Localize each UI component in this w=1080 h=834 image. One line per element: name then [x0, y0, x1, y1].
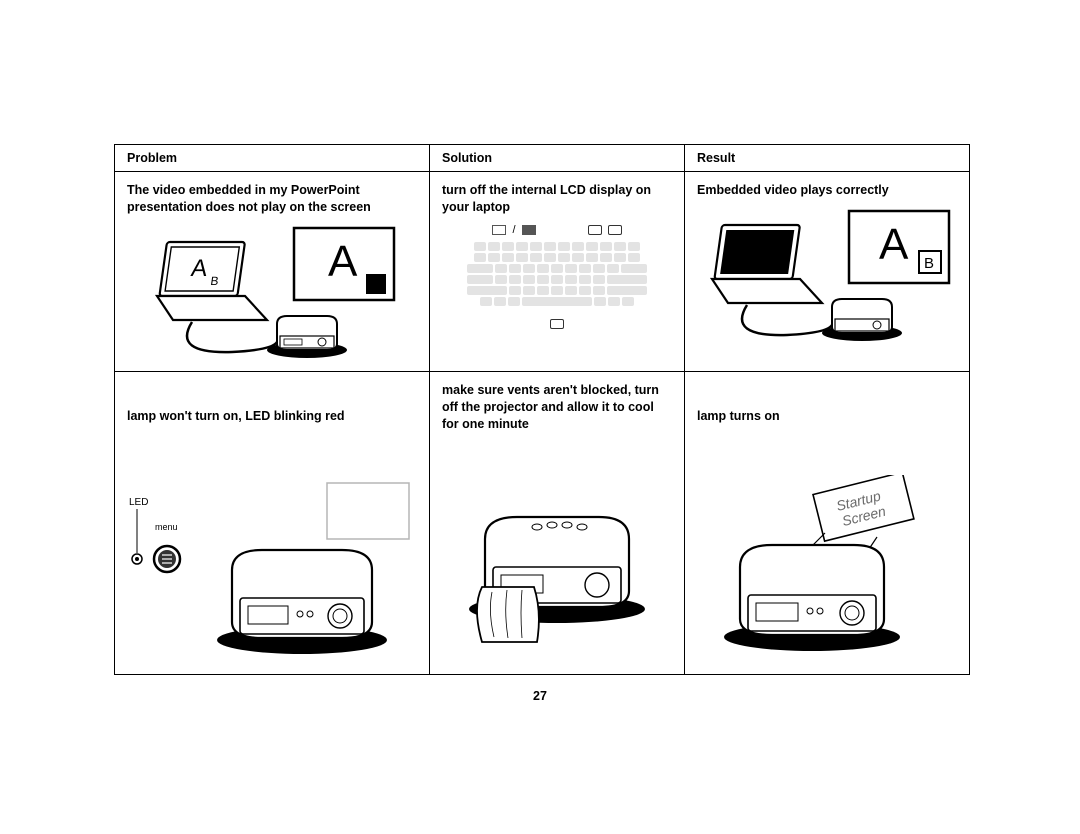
- screen-letter-a: A: [328, 237, 358, 286]
- blank-screen-icon: [327, 483, 409, 539]
- result-1-illustration: A B: [697, 207, 957, 342]
- cell-solution-1: turn off the internal LCD display on you…: [430, 172, 685, 372]
- cell-problem-2: lamp won't turn on, LED blinking red LED…: [115, 371, 430, 675]
- menu-button-icon: [154, 546, 180, 572]
- col-header-problem: Problem: [115, 145, 430, 172]
- troubleshooting-table: Problem Solution Result The video embedd…: [114, 144, 970, 675]
- problem-1-text: The video embedded in my PowerPoint pres…: [127, 182, 417, 216]
- projection-screen-icon: A B: [849, 211, 949, 283]
- solution-1-text: turn off the internal LCD display on you…: [442, 182, 672, 216]
- projector-icon: [822, 299, 902, 341]
- col-header-result: Result: [685, 145, 970, 172]
- led-label: LED: [129, 497, 148, 508]
- cell-solution-2: make sure vents aren't blocked, turn off…: [430, 371, 685, 675]
- display-toggle-icons: /: [492, 224, 621, 236]
- col-header-solution: Solution: [430, 145, 685, 172]
- menu-label: menu: [155, 522, 178, 532]
- single-key-icon: [550, 319, 564, 329]
- problem-2-illustration: LED menu: [127, 475, 417, 655]
- projector-icon: [724, 545, 900, 651]
- solution-2-illustration: [442, 492, 672, 662]
- cell-problem-1: The video embedded in my PowerPoint pres…: [115, 172, 430, 372]
- keyboard-illustration: /: [442, 224, 672, 334]
- cell-result-2: lamp turns on Startup Screen: [685, 371, 970, 675]
- projection-screen-icon: A: [294, 228, 394, 300]
- table-row: The video embedded in my PowerPoint pres…: [115, 172, 970, 372]
- cable-icon: [742, 305, 832, 335]
- problem-1-illustration: A A B: [127, 224, 417, 359]
- result-2-illustration: Startup Screen: [697, 475, 957, 655]
- projector-icon: [217, 550, 387, 654]
- lcd-off-icon: [522, 225, 536, 235]
- result-1-text: Embedded video plays correctly: [697, 182, 957, 199]
- laptop-icon: A B: [157, 242, 267, 320]
- obstruction-icon: [477, 587, 539, 642]
- screen-black-square-icon: [366, 274, 386, 294]
- display-key-icon: [608, 225, 622, 235]
- screen-letter-b: B: [924, 255, 934, 272]
- page-number: 27: [114, 689, 966, 703]
- manual-page: Problem Solution Result The video embedd…: [114, 144, 966, 703]
- problem-2-text: lamp won't turn on, LED blinking red: [127, 408, 417, 425]
- result-2-text: lamp turns on: [697, 408, 957, 425]
- solution-2-text: make sure vents aren't blocked, turn off…: [442, 382, 672, 433]
- screen-letter-a: A: [879, 220, 909, 269]
- fn-key-icon: [588, 225, 602, 235]
- table-header-row: Problem Solution Result: [115, 145, 970, 172]
- projector-icon: [267, 316, 347, 358]
- lcd-on-icon: [492, 225, 506, 235]
- slash-icon: /: [512, 224, 515, 236]
- laptop-icon: [712, 225, 822, 303]
- table-row: lamp won't turn on, LED blinking red LED…: [115, 371, 970, 675]
- cell-result-1: Embedded video plays correctly A B: [685, 172, 970, 372]
- startup-screen-callout: Startup Screen: [805, 475, 914, 555]
- keyboard-icon: [467, 242, 647, 306]
- cable-icon: [187, 322, 277, 352]
